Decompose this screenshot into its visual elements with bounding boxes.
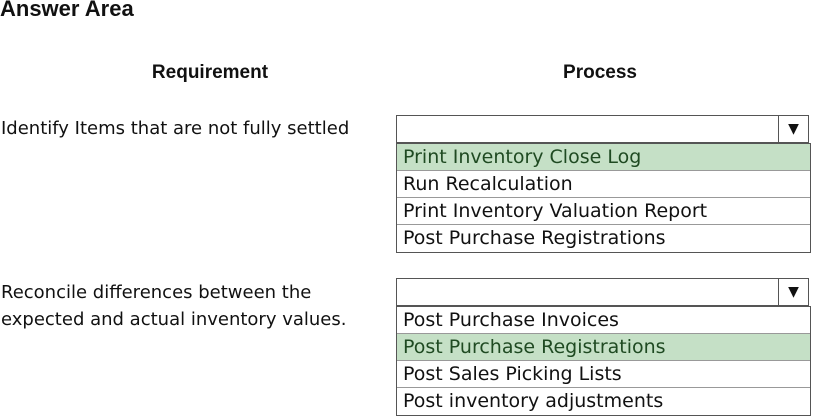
answer-area-title: Answer Area: [0, 0, 134, 21]
requirement-2-line-2: expected and actual inventory values.: [1, 309, 347, 330]
requirement-2: Reconcile differences between the expecte…: [1, 279, 346, 333]
requirement-1: Identify Items that are not fully settle…: [1, 115, 349, 142]
process-1-options: Print Inventory Close Log Run Recalculat…: [396, 143, 811, 253]
requirement-2-line-1: Reconcile differences between the: [1, 282, 312, 303]
requirement-1-text: Identify Items that are not fully settle…: [1, 118, 350, 139]
option[interactable]: Post Purchase Registrations: [403, 227, 666, 249]
option[interactable]: Run Recalculation: [397, 171, 810, 198]
option[interactable]: Print Inventory Close Log: [397, 144, 810, 171]
process-1-dropdown[interactable]: ▼: [396, 115, 809, 143]
option[interactable]: Post inventory adjustments: [403, 390, 664, 412]
option[interactable]: Post Sales Picking Lists: [397, 361, 810, 388]
chevron-down-icon[interactable]: ▼: [778, 116, 808, 142]
process-2-options: Post Purchase Invoices Post Purchase Reg…: [396, 306, 811, 416]
requirement-header: Requirement: [151, 62, 269, 83]
option[interactable]: Post Purchase Registrations: [397, 334, 810, 361]
process-2-dropdown[interactable]: ▼: [396, 278, 809, 306]
option[interactable]: Print Inventory Valuation Report: [397, 198, 810, 225]
process-header: Process: [563, 62, 637, 83]
option[interactable]: Post Purchase Invoices: [397, 307, 810, 334]
chevron-down-icon[interactable]: ▼: [778, 279, 808, 305]
